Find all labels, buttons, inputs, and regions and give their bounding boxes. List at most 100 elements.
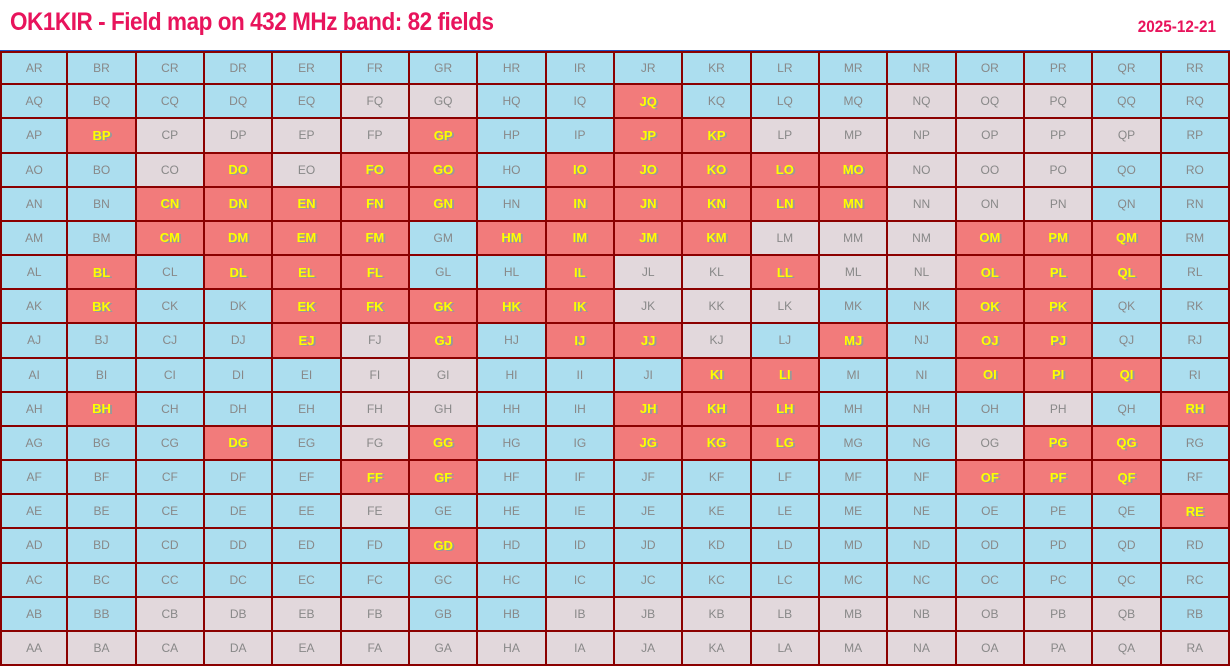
field-cell-worked: QM [1093,221,1162,256]
field-label: LD [777,538,793,553]
field-cell-worked: PM [1025,221,1094,256]
field-cell-worked: EJ [273,324,342,359]
field-grid-map: AR BR CR DR ER FR GR HR IR JR KR LR MR NR OR PR QR RR AQ BQ… [0,50,1230,666]
field-label: OG [980,435,1000,450]
field-cell-land: PP [1025,119,1094,154]
field-cell-ocean: MF [820,461,889,496]
field-label: KL [709,265,724,280]
field-label: RE [1185,503,1204,519]
field-label: GQ [433,94,453,109]
field-cell-ocean: DJ [205,324,274,359]
field-label: CJ [162,333,178,348]
field-label: EO [297,162,316,177]
field-cell-land: NL [888,256,957,291]
field-cell-ocean: IP [546,119,615,154]
field-label: BI [95,367,108,382]
field-cell-land: JA [615,631,684,666]
field-label: JH [639,401,657,417]
field-label: RO [1185,162,1204,177]
field-cell-land: QA [1093,631,1162,666]
field-label: GJ [434,332,452,348]
field-cell-ocean: IG [546,426,615,461]
field-cell-land: EP [273,119,342,154]
field-cell-ocean: QR [1093,51,1162,86]
field-label: EC [298,572,315,587]
field-cell-ocean: JF [615,461,684,496]
field-cell-worked: RE [1161,495,1230,530]
field-label: DA [229,640,247,655]
field-cell-ocean: RK [1161,290,1230,325]
field-label: FD [366,538,383,553]
field-label: FL [366,264,383,280]
field-label: MN [843,196,864,212]
field-cell-worked: JJ [615,324,684,359]
field-label: FE [367,504,383,519]
field-cell-land: KL [683,256,752,291]
field-label: DD [229,538,247,553]
field-label: IA [574,640,586,655]
field-cell-ocean: DC [205,563,274,598]
field-label: PO [1049,162,1067,177]
field-label: JE [641,504,656,519]
field-label: LB [777,606,793,621]
field-cell-ocean: AB [0,597,69,632]
field-label: RF [1186,470,1203,485]
field-cell-ocean: LD [751,529,820,564]
field-label: JJ [640,332,656,348]
field-cell-ocean: CF [136,461,205,496]
field-label: HH [502,401,521,416]
field-label: GN [433,196,453,212]
field-cell-ocean: HC [478,563,547,598]
field-cell-ocean: RN [1161,187,1230,222]
field-label: LJ [778,333,792,348]
field-cell-ocean: HG [478,426,547,461]
field-cell-worked: PL [1025,256,1094,291]
field-cell-ocean: CD [136,529,205,564]
field-label: RP [1186,128,1204,143]
field-cell-ocean: CR [136,51,205,86]
field-label: BJ [94,333,109,348]
field-label: GB [434,606,452,621]
field-label: FQ [366,94,384,109]
field-label: FH [366,401,383,416]
field-label: DL [229,264,247,280]
field-label: BF [93,470,110,485]
field-cell-land: LB [751,597,820,632]
field-label: QA [1117,640,1136,655]
field-cell-land: FH [341,392,410,427]
field-label: GE [434,504,452,519]
field-cell-worked: IO [546,153,615,188]
field-cell-worked: LH [751,392,820,427]
field-cell-ocean: IR [546,51,615,86]
field-cell-ocean: LQ [751,85,820,120]
field-label: KN [707,196,726,212]
field-cell-worked: KG [683,426,752,461]
field-cell-land: NP [888,119,957,154]
field-label: LQ [776,94,793,109]
field-cell-ocean: DK [205,290,274,325]
field-cell-worked: DO [205,153,274,188]
field-cell-ocean: IC [546,563,615,598]
field-cell-land: JB [615,597,684,632]
field-label: AL [26,265,42,280]
field-label: BE [93,504,110,519]
field-label: OD [980,538,999,553]
field-cell-ocean: HH [478,392,547,427]
field-label: PL [1049,264,1067,280]
field-cell-land: JL [615,256,684,291]
field-label: AE [26,504,43,519]
field-cell-ocean: MC [820,563,889,598]
field-cell-ocean: HR [478,51,547,86]
field-cell-land: FB [341,597,410,632]
field-label: PD [1049,538,1067,553]
field-label: CA [161,640,179,655]
field-label: AK [26,299,43,314]
field-cell-worked: QF [1093,461,1162,496]
field-cell-worked: PJ [1025,324,1094,359]
field-label: BN [93,196,110,211]
field-cell-ocean: HN [478,187,547,222]
field-cell-land: PQ [1025,85,1094,120]
field-cell-worked: FM [341,221,410,256]
field-label: RD [1186,538,1204,553]
field-cell-ocean: IQ [546,85,615,120]
